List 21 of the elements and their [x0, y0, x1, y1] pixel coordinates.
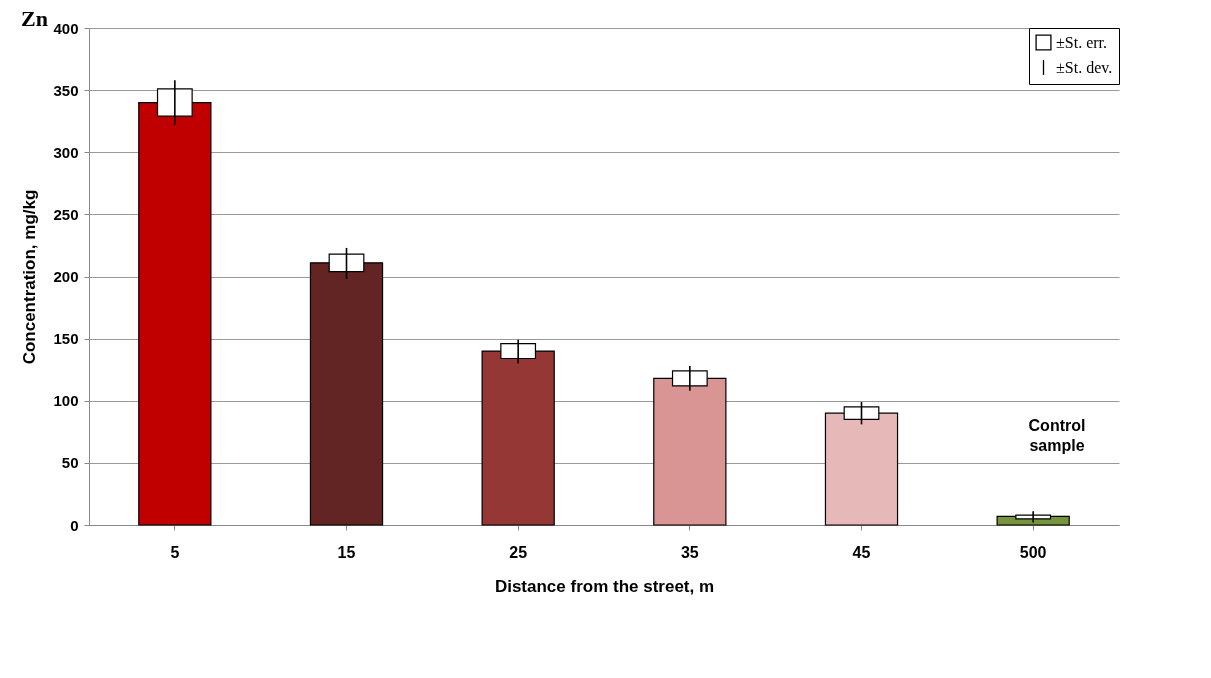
x-tick-label: 15 — [337, 543, 356, 561]
y-tick-label: 200 — [53, 268, 79, 285]
x-tick-label: 35 — [680, 543, 699, 561]
y-tick-label: 100 — [53, 392, 79, 410]
x-tick-label: 5 — [170, 543, 180, 561]
x-axis-title: Distance from the street, m — [494, 576, 715, 596]
y-tick-label: 0 — [70, 516, 79, 534]
legend-label: ±St. dev. — [1056, 58, 1113, 76]
y-tick-label: 50 — [61, 454, 79, 472]
chart-title: Zn — [20, 6, 48, 31]
x-tick-label: 500 — [1019, 543, 1047, 561]
x-tick-label: 45 — [852, 543, 871, 561]
x-tick-label: 25 — [509, 543, 528, 561]
annotation: Control sample — [1028, 416, 1086, 454]
y-tick-label: 350 — [53, 81, 79, 99]
y-tick-label: 300 — [53, 143, 79, 161]
y-axis-title: Concentration, mg/kg — [20, 189, 40, 365]
y-tick-label: 250 — [53, 205, 79, 223]
legend-label: ±St. err. — [1056, 33, 1107, 51]
y-tick-label: 150 — [53, 330, 79, 348]
y-tick-label: 400 — [53, 19, 79, 37]
